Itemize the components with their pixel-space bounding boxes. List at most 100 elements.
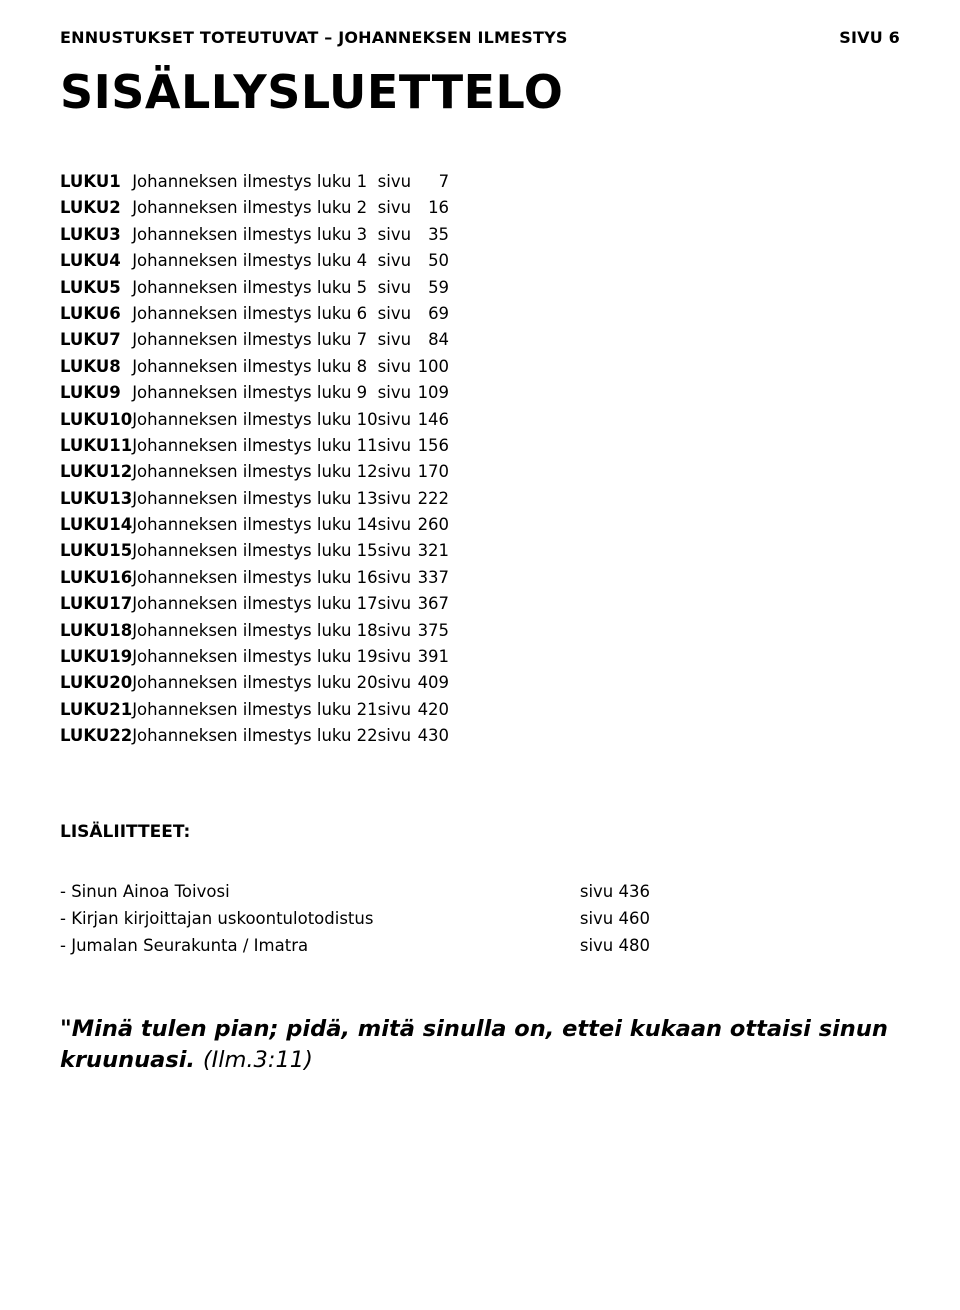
appendix-title: LISÄLIITTEET:	[60, 822, 900, 842]
closing-quote: "Minä tulen pian; pidä, mitä sinulla on,…	[60, 1014, 900, 1075]
toc-chapter-word: LUKU	[60, 697, 109, 723]
toc-sivu-word: sivu	[378, 538, 411, 564]
toc-row: LUKU21Johanneksen ilmestys luku 21sivu42…	[60, 697, 449, 723]
toc-row: LUKU8Johanneksen ilmestys luku 8sivu100	[60, 354, 449, 380]
toc-row: LUKU17Johanneksen ilmestys luku 17sivu36…	[60, 591, 449, 617]
toc-sivu-word: sivu	[378, 222, 411, 248]
toc-chapter-number: 22	[109, 723, 132, 749]
toc-row: LUKU9Johanneksen ilmestys luku 9sivu109	[60, 380, 449, 406]
toc-chapter-number: 12	[109, 459, 132, 485]
toc-sivu-word: sivu	[378, 565, 411, 591]
toc-chapter-word: LUKU	[60, 275, 109, 301]
page-title: SISÄLLYSLUETTELO	[60, 65, 900, 119]
toc-chapter-word: LUKU	[60, 354, 109, 380]
toc-row: LUKU14Johanneksen ilmestys luku 14sivu26…	[60, 512, 449, 538]
toc-chapter-word: LUKU	[60, 222, 109, 248]
header-right: SIVU 6	[839, 28, 900, 47]
toc-row: LUKU18Johanneksen ilmestys luku 18sivu37…	[60, 618, 449, 644]
toc-chapter-number: 5	[109, 275, 132, 301]
toc-page-number: 35	[411, 222, 449, 248]
appendix-row: - Jumalan Seurakunta / Imatrasivu 480	[60, 932, 900, 959]
toc-page-number: 222	[411, 486, 449, 512]
appendix-row: - Kirjan kirjoittajan uskoontulotodistus…	[60, 905, 900, 932]
toc-page-number: 59	[411, 275, 449, 301]
toc-description: Johanneksen ilmestys luku 21	[132, 697, 377, 723]
toc-sivu-word: sivu	[378, 354, 411, 380]
toc-description: Johanneksen ilmestys luku 13	[132, 486, 377, 512]
toc-row: LUKU16Johanneksen ilmestys luku 16sivu33…	[60, 565, 449, 591]
toc-page-number: 409	[411, 670, 449, 696]
toc-chapter-word: LUKU	[60, 169, 109, 195]
toc-description: Johanneksen ilmestys luku 10	[132, 407, 377, 433]
toc-chapter-word: LUKU	[60, 644, 109, 670]
toc-row: LUKU22Johanneksen ilmestys luku 22sivu43…	[60, 723, 449, 749]
toc-row: LUKU12Johanneksen ilmestys luku 12sivu17…	[60, 459, 449, 485]
toc-description: Johanneksen ilmestys luku 1	[132, 169, 377, 195]
toc-chapter-word: LUKU	[60, 301, 109, 327]
appendix-page: sivu 460	[580, 905, 900, 932]
toc-sivu-word: sivu	[378, 459, 411, 485]
toc-description: Johanneksen ilmestys luku 11	[132, 433, 377, 459]
toc-sivu-word: sivu	[378, 670, 411, 696]
toc-sivu-word: sivu	[378, 512, 411, 538]
toc-chapter-number: 20	[109, 670, 132, 696]
toc-sivu-word: sivu	[378, 697, 411, 723]
toc-chapter-word: LUKU	[60, 591, 109, 617]
toc-sivu-word: sivu	[378, 644, 411, 670]
toc-row: LUKU15Johanneksen ilmestys luku 15sivu32…	[60, 538, 449, 564]
toc-chapter-number: 18	[109, 618, 132, 644]
toc-chapter-number: 15	[109, 538, 132, 564]
toc-chapter-word: LUKU	[60, 670, 109, 696]
toc-sivu-word: sivu	[378, 327, 411, 353]
appendix-label: - Sinun Ainoa Toivosi	[60, 878, 230, 905]
toc-chapter-word: LUKU	[60, 195, 109, 221]
toc-chapter-number: 21	[109, 697, 132, 723]
toc-chapter-word: LUKU	[60, 618, 109, 644]
toc-row: LUKU3Johanneksen ilmestys luku 3sivu35	[60, 222, 449, 248]
toc-description: Johanneksen ilmestys luku 5	[132, 275, 377, 301]
toc-chapter-number: 17	[109, 591, 132, 617]
appendix-page: sivu 480	[580, 932, 900, 959]
closing-ref: (Ilm.3:11)	[203, 1047, 313, 1073]
toc-chapter-word: LUKU	[60, 459, 109, 485]
toc-page-number: 50	[411, 248, 449, 274]
toc-page-number: 146	[411, 407, 449, 433]
toc-page-number: 7	[411, 169, 449, 195]
toc-row: LUKU4Johanneksen ilmestys luku 4sivu50	[60, 248, 449, 274]
toc-chapter-word: LUKU	[60, 380, 109, 406]
toc-page-number: 375	[411, 618, 449, 644]
toc-page-number: 16	[411, 195, 449, 221]
toc-page-number: 367	[411, 591, 449, 617]
toc-description: Johanneksen ilmestys luku 12	[132, 459, 377, 485]
toc-chapter-number: 4	[109, 248, 132, 274]
toc-sivu-word: sivu	[378, 380, 411, 406]
toc-chapter-word: LUKU	[60, 433, 109, 459]
toc-chapter-word: LUKU	[60, 486, 109, 512]
header-left: ENNUSTUKSET TOTEUTUVAT – JOHANNEKSEN ILM…	[60, 28, 568, 47]
toc-chapter-word: LUKU	[60, 407, 109, 433]
toc-chapter-number: 10	[109, 407, 132, 433]
toc-row: LUKU11Johanneksen ilmestys luku 11sivu15…	[60, 433, 449, 459]
toc-page-number: 170	[411, 459, 449, 485]
toc-page-number: 100	[411, 354, 449, 380]
toc-page-number: 260	[411, 512, 449, 538]
toc-chapter-number: 1	[109, 169, 132, 195]
toc-description: Johanneksen ilmestys luku 17	[132, 591, 377, 617]
toc-chapter-number: 19	[109, 644, 132, 670]
toc-sivu-word: sivu	[378, 433, 411, 459]
toc-description: Johanneksen ilmestys luku 15	[132, 538, 377, 564]
toc-page-number: 69	[411, 301, 449, 327]
toc-page-number: 391	[411, 644, 449, 670]
toc-description: Johanneksen ilmestys luku 7	[132, 327, 377, 353]
toc-row: LUKU2Johanneksen ilmestys luku 2sivu16	[60, 195, 449, 221]
toc-chapter-number: 8	[109, 354, 132, 380]
appendix-page: sivu 436	[580, 878, 900, 905]
toc-description: Johanneksen ilmestys luku 14	[132, 512, 377, 538]
toc-page-number: 420	[411, 697, 449, 723]
toc-sivu-word: sivu	[378, 169, 411, 195]
toc-sivu-word: sivu	[378, 195, 411, 221]
toc-row: LUKU13Johanneksen ilmestys luku 13sivu22…	[60, 486, 449, 512]
toc-description: Johanneksen ilmestys luku 6	[132, 301, 377, 327]
appendix-row: - Sinun Ainoa Toivosi sivu 436	[60, 878, 900, 905]
appendix-list: - Sinun Ainoa Toivosi sivu 436- Kirjan ki…	[60, 878, 900, 960]
